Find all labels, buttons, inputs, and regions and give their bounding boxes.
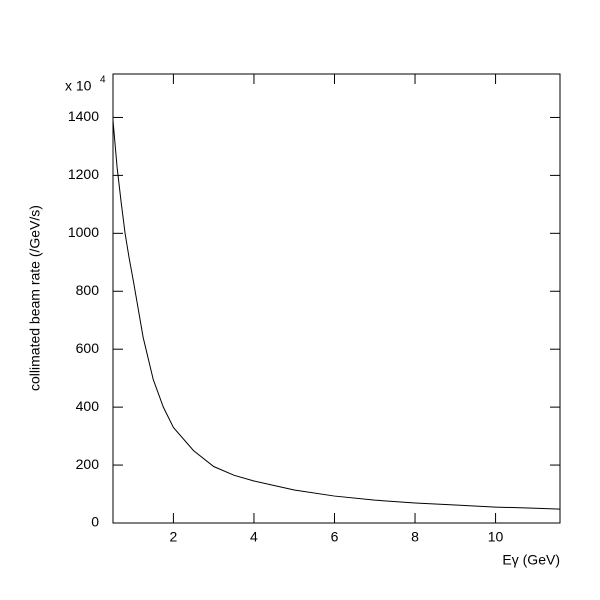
data-line	[112, 120, 561, 510]
y-tick-label: 400	[76, 398, 100, 414]
x-tick-label: 8	[411, 529, 419, 545]
y-tick-label: 1000	[68, 224, 99, 240]
x-tick-label: 2	[170, 529, 178, 545]
y-tick-label: 1200	[68, 166, 99, 182]
y-multiplier: x 10	[65, 78, 92, 94]
x-axis-label: Eγ (GeV)	[502, 552, 560, 568]
y-tick-label: 200	[76, 456, 100, 472]
plot-frame	[112, 73, 561, 524]
x-tick-label: 6	[331, 529, 339, 545]
y-tick-label: 600	[76, 340, 100, 356]
x-tick-label: 4	[250, 529, 258, 545]
y-tick-label: 1400	[68, 108, 99, 124]
y-tick-label: 800	[76, 282, 100, 298]
x-tick-label: 10	[488, 529, 504, 545]
y-multiplier-exponent: 4	[100, 75, 106, 86]
y-axis-label: collimated beam rate (/GeV/s)	[27, 205, 43, 391]
y-tick-label: 0	[91, 514, 99, 530]
